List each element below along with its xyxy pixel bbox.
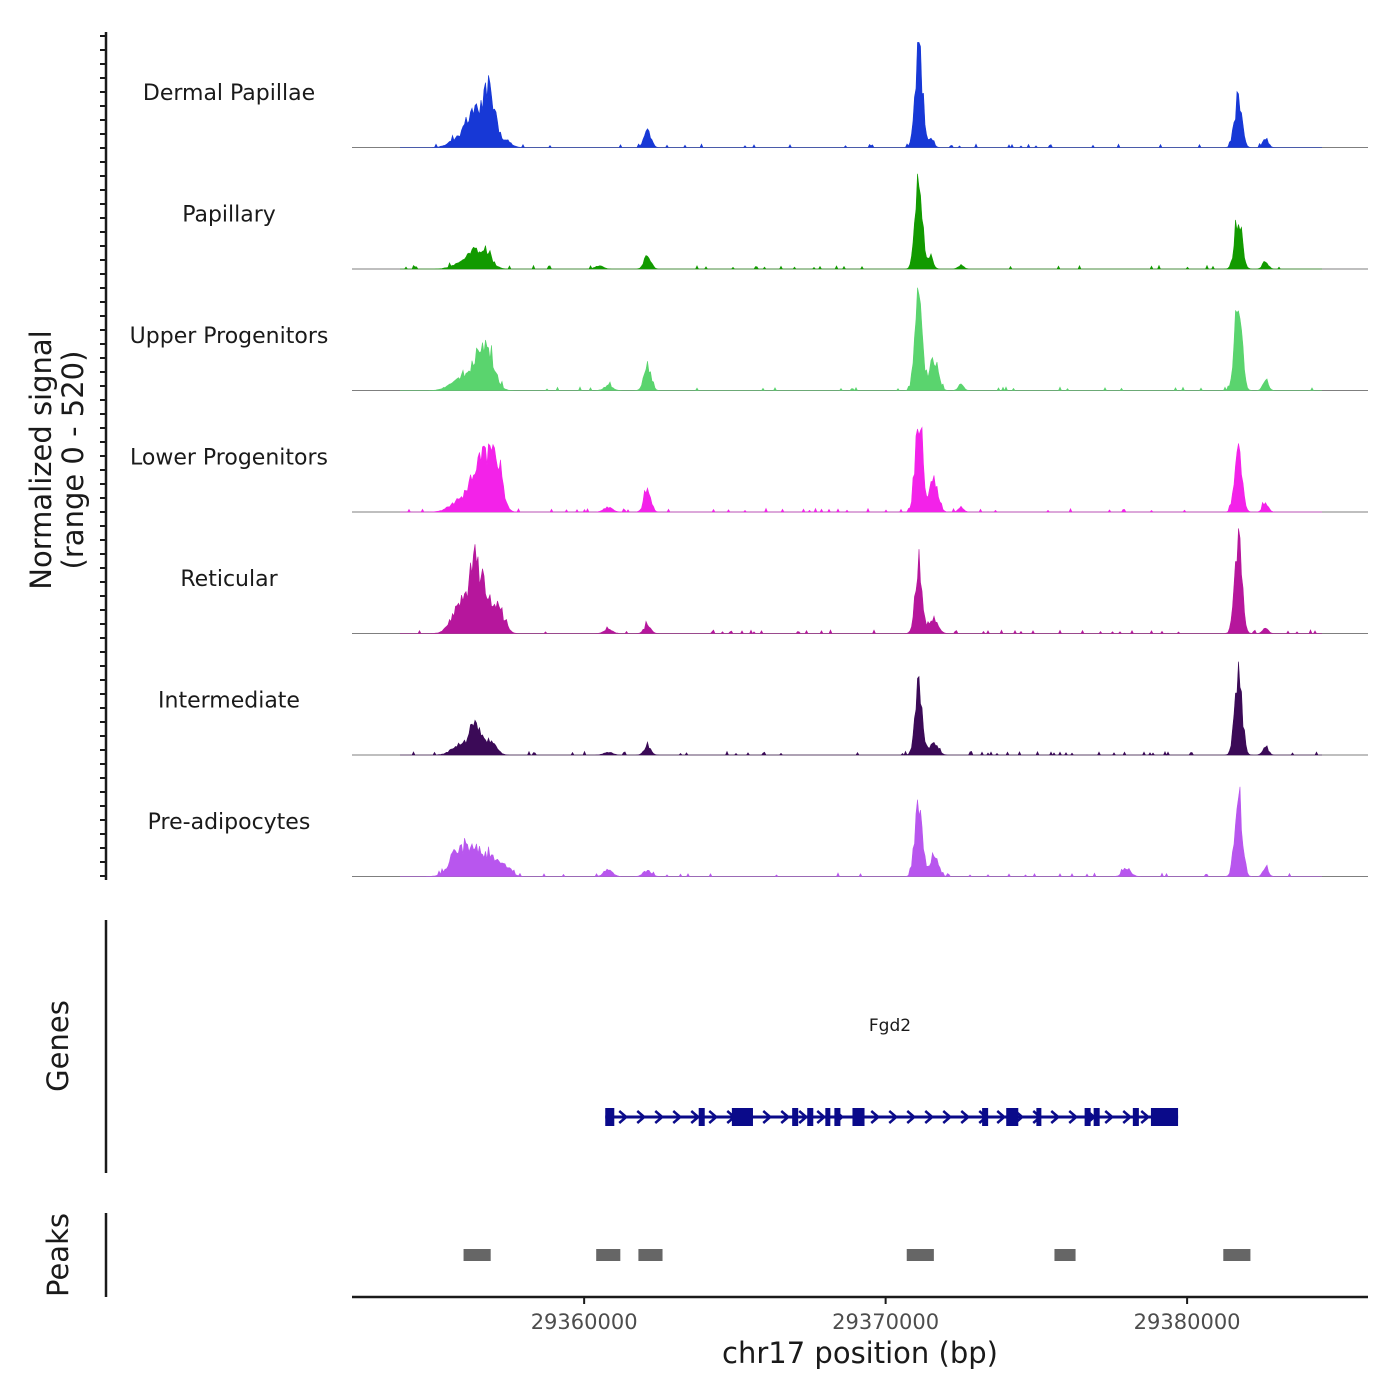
- y-axis-title-line2: (range 0 - 520): [56, 351, 90, 570]
- y-axis-title: Normalized signal (range 0 - 520): [24, 330, 90, 589]
- gene-exon-0: [605, 1108, 615, 1126]
- track-lower-progenitors: Lower Progenitors: [130, 426, 1368, 513]
- gene-strand-arrow-21: [996, 1110, 1007, 1124]
- gene-strand-arrow-1: [636, 1110, 647, 1124]
- track-pre-adipocytes: Pre-adipocytes: [148, 786, 1368, 877]
- gene-strand-arrow-28: [1122, 1110, 1133, 1124]
- x-tick-label-2: 29380000: [1134, 1310, 1241, 1334]
- gene-strand-arrow-17: [924, 1110, 935, 1124]
- track-label-dermal-papillae: Dermal Papillae: [143, 81, 315, 106]
- gene-strand-arrow-0: [618, 1110, 629, 1124]
- x-axis-ticks: 29360000 29370000 29380000: [531, 1297, 1241, 1334]
- track-signal-dermal-papillae: [400, 42, 1322, 149]
- peak-region-1: [596, 1249, 621, 1261]
- gene-strand-arrow-3: [672, 1110, 683, 1124]
- track-label-pre-adipocytes: Pre-adipocytes: [148, 810, 311, 835]
- gene-strand-arrow-5: [708, 1110, 719, 1124]
- gene-exon-2: [731, 1108, 753, 1126]
- x-tick-label-0: 29360000: [531, 1310, 638, 1334]
- track-reticular: Reticular: [180, 528, 1368, 635]
- track-signal-lower-progenitors: [400, 426, 1322, 513]
- track-label-lower-progenitors: Lower Progenitors: [130, 446, 328, 471]
- coverage-tracks: Dermal Papillae Papillary Upper Progenitor…: [130, 42, 1368, 877]
- gene-exon-11: [1084, 1108, 1091, 1126]
- gene-name-label: Fgd2: [869, 1016, 911, 1036]
- gene-strand-arrow-8: [762, 1110, 773, 1124]
- gene-exon-14: [1150, 1108, 1179, 1126]
- gene-strand-arrow-25: [1068, 1110, 1079, 1124]
- gene-strand-arrow-4: [690, 1110, 701, 1124]
- gene-strand-arrow-19: [960, 1110, 971, 1124]
- gene-strand-arrow-24: [1050, 1110, 1061, 1124]
- gene-strand-arrow-14: [870, 1110, 881, 1124]
- track-label-intermediate: Intermediate: [158, 689, 300, 714]
- track-label-upper-progenitors: Upper Progenitors: [130, 324, 329, 349]
- gene-strand-arrow-15: [888, 1110, 899, 1124]
- x-tick-label-1: 29370000: [832, 1310, 939, 1334]
- track-signal-intermediate: [400, 661, 1322, 756]
- gene-strand-arrow-27: [1104, 1110, 1115, 1124]
- peak-region-2: [638, 1249, 663, 1261]
- gene-strand-arrow-29: [1140, 1110, 1151, 1124]
- gene-exon-6: [834, 1108, 841, 1126]
- gene-exon-4: [807, 1108, 814, 1126]
- track-upper-progenitors: Upper Progenitors: [130, 287, 1368, 392]
- gene-exon-12: [1093, 1108, 1100, 1126]
- gene-strand-arrow-11: [816, 1110, 827, 1124]
- gene-model: [605, 1108, 1179, 1126]
- gene-track-label: Genes: [41, 1000, 75, 1092]
- gene-exon-8: [982, 1108, 989, 1126]
- gene-strand-arrow-10: [798, 1110, 809, 1124]
- gene-exon-1: [698, 1108, 705, 1126]
- gene-exon-13: [1132, 1108, 1139, 1126]
- peak-region-5: [1223, 1249, 1251, 1261]
- peak-region-4: [1054, 1249, 1076, 1261]
- peak-region-3: [906, 1249, 934, 1261]
- track-signal-reticular: [400, 528, 1322, 635]
- track-intermediate: Intermediate: [158, 661, 1368, 756]
- gene-strand-arrow-9: [780, 1110, 791, 1124]
- coverage-y-ticks: [100, 35, 106, 877]
- gene-exon-5: [825, 1108, 831, 1126]
- peak-regions: [463, 1249, 1251, 1261]
- track-label-papillary: Papillary: [182, 203, 276, 228]
- track-signal-pre-adipocytes: [400, 786, 1322, 877]
- track-label-reticular: Reticular: [180, 567, 278, 592]
- track-signal-upper-progenitors: [400, 287, 1322, 392]
- track-dermal-papillae: Dermal Papillae: [143, 42, 1368, 149]
- gene-exon-9: [1006, 1108, 1019, 1126]
- gene-strand-arrow-16: [906, 1110, 917, 1124]
- gene-strand-arrow-2: [654, 1110, 665, 1124]
- gene-exon-7: [852, 1108, 865, 1126]
- peak-region-0: [463, 1249, 491, 1261]
- gene-strand-arrow-18: [942, 1110, 953, 1124]
- y-axis-title-line1: Normalized signal: [24, 330, 58, 589]
- peak-track-label: Peaks: [41, 1213, 75, 1297]
- gene-exon-3: [792, 1108, 799, 1126]
- x-axis-title: chr17 position (bp): [722, 1336, 998, 1370]
- track-signal-papillary: [400, 173, 1322, 270]
- gene-exon-10: [1036, 1108, 1042, 1126]
- track-papillary: Papillary: [182, 173, 1368, 270]
